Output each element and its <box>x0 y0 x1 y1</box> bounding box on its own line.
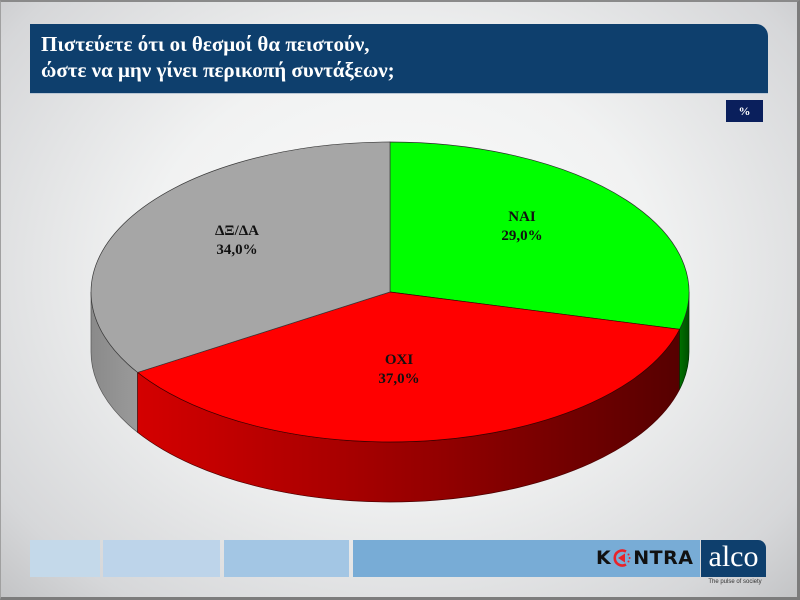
alco-tagline: The pulse of society <box>708 579 762 585</box>
alco-logo: alco <box>701 540 766 577</box>
footer-block-1 <box>30 540 100 577</box>
kontra-logo-k: K <box>596 547 612 569</box>
page-title-line-2: ώστε να μην γίνει περικοπή συντάξεων; <box>41 58 395 82</box>
footer-block-2 <box>103 540 220 577</box>
slice-label-oxi-value: 37,0% <box>378 371 420 387</box>
footer-block-3 <box>224 540 349 577</box>
slice-nai[interactable] <box>389 141 690 330</box>
slice-label-nai-name: ΝΑΙ <box>508 209 536 225</box>
slice-label-dxda-name: ΔΞ/ΔΑ <box>215 223 259 239</box>
slice-label-oxi: ΟΧΙ 37,0% <box>378 351 419 389</box>
slice-label-dxda: ΔΞ/ΔΑ 34,0% <box>215 222 259 260</box>
slice-label-dxda-value: 34,0% <box>216 242 258 258</box>
slice-label-oxi-name: ΟΧΙ <box>384 352 414 368</box>
page-title-line-1: Πιστεύετε ότι οι θεσμοί θα πειστούν, <box>41 32 370 56</box>
slice-label-nai-value: 29,0% <box>501 228 543 244</box>
kontra-logo: K NTRA <box>596 546 693 570</box>
slice-label-nai: ΝΑΙ 29,0% <box>501 208 542 246</box>
kontra-play-icon <box>613 549 631 567</box>
title-banner: Πιστεύετε ότι οι θεσμοί θα πειστούν, ώστ… <box>30 24 768 93</box>
slice-dxda[interactable] <box>90 141 391 373</box>
kontra-logo-text: NTRA <box>633 547 694 569</box>
footer-block-4 <box>353 540 700 577</box>
unit-badge: % <box>726 100 763 122</box>
